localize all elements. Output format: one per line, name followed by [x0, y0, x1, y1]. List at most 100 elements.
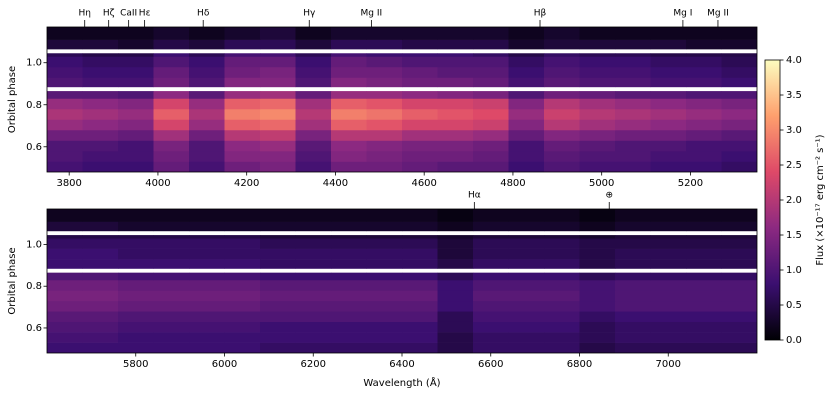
y-tick-label: 0.6 [26, 142, 42, 153]
cell [331, 238, 367, 249]
cell [47, 259, 83, 269]
cell [650, 321, 687, 333]
cell [544, 150, 580, 162]
cell [686, 129, 722, 141]
cell [82, 259, 119, 269]
cell [508, 221, 545, 232]
cell [295, 140, 332, 152]
cell [153, 342, 190, 353]
cell [721, 300, 757, 312]
colorbar-tick-label: 2.5 [786, 160, 802, 171]
cell [473, 150, 509, 162]
cell [473, 161, 509, 172]
cell [615, 66, 651, 78]
cell [366, 91, 403, 99]
cell [366, 98, 403, 110]
cell [47, 129, 83, 141]
cell [189, 91, 225, 99]
cell [295, 300, 332, 312]
cell [544, 91, 580, 99]
cell [615, 248, 651, 260]
cell [615, 77, 651, 88]
cell [721, 150, 757, 162]
cell [579, 221, 616, 232]
cell [686, 342, 722, 353]
cell [295, 91, 332, 99]
cell [189, 290, 225, 302]
cell [402, 238, 438, 249]
cell [224, 209, 261, 222]
cell [82, 91, 119, 99]
cell [579, 108, 616, 120]
cell [224, 108, 261, 120]
cell [579, 235, 616, 239]
cell [82, 140, 119, 152]
cell [579, 259, 616, 269]
cell [508, 39, 545, 50]
cell [437, 248, 474, 260]
cell [650, 248, 687, 260]
cell [650, 53, 687, 57]
cell [508, 91, 545, 99]
cell [153, 321, 190, 333]
cell [82, 129, 119, 141]
cell [118, 290, 154, 302]
cell [224, 77, 261, 88]
cell [47, 311, 83, 322]
cell [47, 221, 83, 232]
cell [118, 66, 154, 78]
cell [260, 53, 296, 57]
cell [437, 300, 474, 312]
cell [544, 332, 580, 343]
cell [686, 279, 722, 291]
cell [118, 311, 154, 322]
cell [402, 279, 438, 291]
cell [686, 272, 722, 281]
cell [544, 259, 580, 269]
cell [544, 235, 580, 239]
cell [686, 290, 722, 302]
cell [331, 27, 367, 40]
cell [153, 27, 190, 40]
cell [331, 209, 367, 222]
cell [331, 342, 367, 353]
cell [402, 235, 438, 239]
cell [366, 161, 403, 172]
cell [473, 140, 509, 152]
colorbar [764, 59, 781, 341]
cell [295, 161, 332, 172]
cell [686, 300, 722, 312]
cell [331, 108, 367, 120]
cell [437, 235, 474, 239]
cell [153, 161, 190, 172]
cell [153, 56, 190, 68]
cell [47, 332, 83, 343]
cell [721, 66, 757, 78]
cell [437, 332, 474, 343]
cell [544, 39, 580, 50]
cell [260, 119, 296, 131]
cell [260, 290, 296, 302]
cell [331, 129, 367, 141]
cell [402, 321, 438, 333]
cell [224, 98, 261, 110]
cell [402, 66, 438, 78]
cell [721, 119, 757, 131]
cell [189, 140, 225, 152]
cell [650, 311, 687, 322]
cell [615, 311, 651, 322]
cell [579, 161, 616, 172]
cell [615, 108, 651, 120]
cell [579, 56, 616, 68]
x-tick-label: 4400 [323, 178, 348, 189]
cell [224, 53, 261, 57]
cell [650, 91, 687, 99]
cell [366, 150, 403, 162]
cell [615, 27, 651, 40]
cell [224, 279, 261, 291]
cell [47, 77, 83, 88]
cell [47, 27, 83, 40]
cell [615, 91, 651, 99]
cell [686, 248, 722, 260]
cell [47, 91, 83, 99]
